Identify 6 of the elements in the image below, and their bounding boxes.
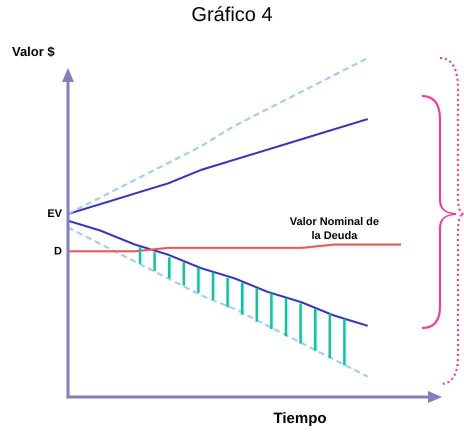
x-axis-title: Tiempo — [272, 410, 328, 427]
text: EV — [47, 208, 63, 220]
annotation: Valor Nominal de la Deuda — [290, 216, 380, 242]
text: D — [54, 245, 62, 258]
y-axis-title: Valor $ — [12, 44, 55, 59]
chart-title: Gráfico 4 — [190, 4, 274, 27]
